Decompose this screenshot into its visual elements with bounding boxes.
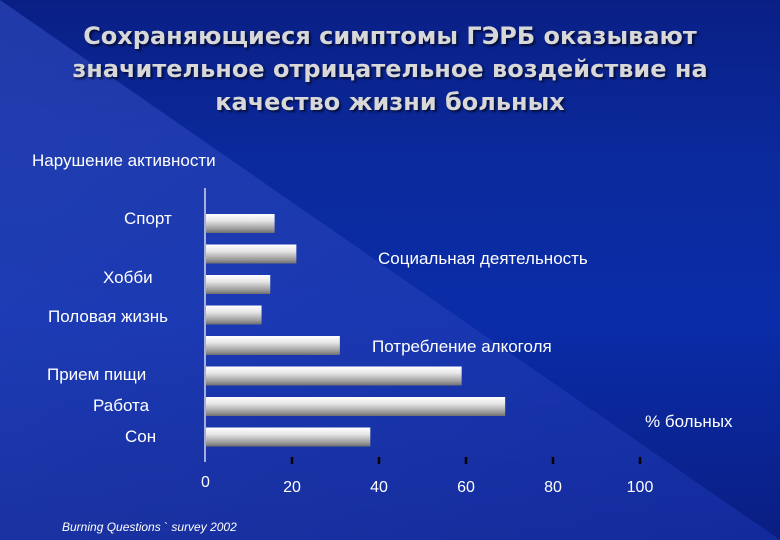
x-tick-label: 40 — [370, 479, 388, 496]
bar-6 — [206, 366, 462, 386]
category-label: Потребление алкоголя — [372, 337, 552, 356]
category-label: Работа — [93, 396, 150, 415]
x-tick-label: 80 — [544, 479, 562, 496]
x-axis-ticks: 0 20 40 60 80 100 — [201, 457, 653, 496]
bars-group — [206, 214, 506, 447]
bar-1 — [206, 214, 275, 233]
bar-3 — [206, 275, 271, 294]
bar-5 — [206, 336, 340, 355]
category-label: Прием пищи — [47, 365, 146, 384]
bar-8 — [206, 427, 371, 447]
source-note: Burning Questions ` survey 2002 — [62, 520, 237, 534]
bar-2 — [206, 244, 297, 264]
category-label: Хобби — [103, 268, 153, 287]
category-label: Сон — [125, 427, 156, 446]
x-tick-label: 0 — [201, 474, 210, 491]
x-axis-label: % больных — [645, 412, 733, 431]
x-tick-label: 60 — [457, 479, 475, 496]
category-label: Социальная деятельность — [378, 249, 588, 268]
category-labels: Спорт Социальная деятельность Хобби Половая… — [47, 209, 588, 446]
category-label: Спорт — [124, 209, 172, 228]
x-tick-label: 20 — [283, 479, 301, 496]
bar-7 — [206, 397, 506, 416]
bar-4 — [206, 305, 262, 325]
category-label: Половая жизнь — [48, 307, 168, 326]
x-tick-label: 100 — [627, 479, 654, 496]
slide-title: Сохраняющиеся симптомы ГЭРБ оказывают зн… — [72, 22, 708, 116]
chart-title: Нарушение активности — [32, 151, 216, 170]
